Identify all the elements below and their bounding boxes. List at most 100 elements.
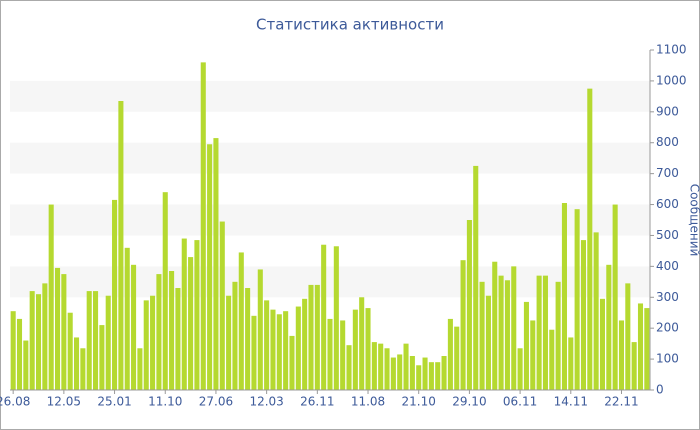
- bar: [245, 288, 251, 390]
- x-tick-label: 21.10: [402, 395, 436, 409]
- bar: [340, 320, 346, 390]
- y-tick-label: 800: [656, 135, 679, 149]
- bar: [574, 209, 580, 390]
- x-tick-label: 14.11: [554, 395, 588, 409]
- bar: [238, 252, 244, 390]
- bar: [61, 274, 67, 390]
- bar: [555, 281, 561, 390]
- bar: [416, 365, 422, 390]
- bar: [251, 315, 257, 390]
- bar: [232, 281, 238, 390]
- bar: [492, 261, 498, 390]
- y-tick-label: 300: [656, 290, 679, 304]
- bar: [365, 308, 371, 390]
- bar: [213, 138, 219, 390]
- bar: [67, 312, 73, 390]
- bar: [542, 275, 548, 390]
- bar: [612, 204, 618, 390]
- grid-band: [10, 80, 650, 112]
- bar: [346, 345, 352, 390]
- bar: [359, 297, 365, 390]
- bar: [74, 337, 80, 390]
- x-tick-label: 29.10: [452, 395, 486, 409]
- bar: [504, 280, 510, 390]
- x-tick-label: 26.11: [300, 395, 334, 409]
- x-tick-label: 11.08: [351, 395, 385, 409]
- bar: [479, 281, 485, 390]
- bar: [29, 291, 35, 390]
- x-tick-label: 11.10: [148, 395, 182, 409]
- bar: [637, 303, 644, 390]
- bar: [35, 294, 42, 390]
- bar: [593, 232, 599, 390]
- bar: [587, 88, 593, 391]
- bar: [23, 340, 29, 390]
- y-tick-label: 500: [656, 228, 679, 242]
- bar: [580, 240, 586, 390]
- bar: [327, 318, 333, 390]
- bar: [371, 342, 377, 390]
- bar: [10, 311, 16, 390]
- chart-title: Статистика активности: [256, 16, 444, 34]
- bar: [523, 301, 529, 390]
- bar: [352, 309, 358, 390]
- bar: [118, 101, 124, 390]
- bar: [561, 203, 567, 390]
- bar: [625, 283, 631, 390]
- bar: [48, 204, 54, 390]
- bar: [403, 343, 409, 390]
- bar: [517, 348, 523, 390]
- bar: [314, 284, 320, 390]
- bar: [498, 275, 504, 390]
- bar: [80, 348, 86, 390]
- y-tick-label: 1100: [656, 43, 687, 57]
- bar: [321, 244, 327, 390]
- x-tick-label: 27.06: [199, 395, 233, 409]
- bar: [422, 357, 428, 390]
- bar: [93, 291, 99, 390]
- bar: [276, 314, 282, 390]
- bar: [530, 320, 536, 390]
- x-tick-label: 22.11: [604, 395, 638, 409]
- bar: [137, 348, 143, 390]
- bar: [188, 257, 194, 390]
- bar: [473, 165, 479, 390]
- bar: [511, 266, 517, 390]
- grid-band: [10, 204, 650, 236]
- bar: [409, 356, 415, 390]
- bar: [257, 269, 263, 390]
- bar: [112, 199, 118, 390]
- bar: [86, 291, 92, 390]
- bar: [441, 356, 447, 390]
- bar: [333, 246, 339, 390]
- bar: [219, 221, 225, 390]
- bar: [428, 362, 434, 390]
- bar: [536, 275, 542, 390]
- bar: [485, 295, 491, 390]
- bar: [289, 335, 295, 390]
- bar: [384, 348, 390, 390]
- bar: [599, 298, 606, 390]
- bar: [226, 295, 232, 390]
- bar: [466, 220, 472, 390]
- bar: [435, 362, 441, 390]
- bar: [568, 337, 574, 390]
- bar: [397, 354, 403, 390]
- bar: [390, 357, 396, 390]
- grid-band: [10, 266, 650, 298]
- bar: [302, 298, 308, 390]
- x-tick-label: 26.08: [0, 395, 30, 409]
- bar: [270, 309, 276, 390]
- bar: [143, 300, 149, 390]
- bar: [156, 274, 162, 390]
- bar: [454, 326, 460, 390]
- bar: [124, 247, 130, 390]
- bar: [308, 284, 314, 390]
- bar: [618, 320, 625, 390]
- y-tick-label: 100: [656, 352, 679, 366]
- bar: [207, 144, 213, 390]
- y-tick-label: 1000: [656, 73, 687, 87]
- bar: [644, 308, 650, 390]
- bar: [99, 325, 105, 390]
